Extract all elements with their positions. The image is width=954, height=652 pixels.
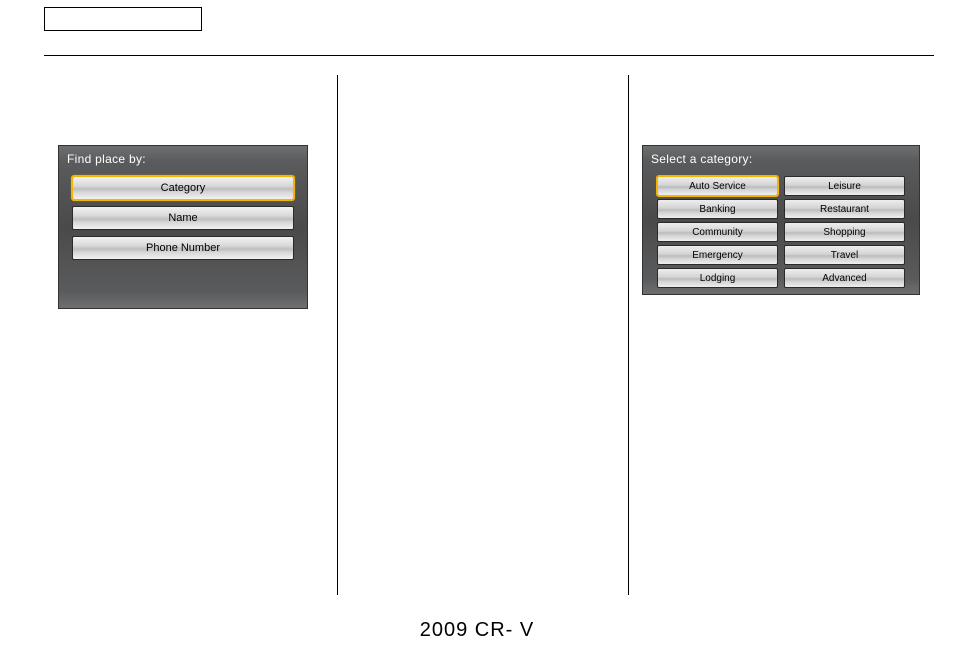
column-1: Find place by: Category Name Phone Numbe… (44, 75, 336, 595)
category-travel[interactable]: Travel (784, 245, 905, 265)
category-shopping[interactable]: Shopping (784, 222, 905, 242)
column-2 (336, 75, 628, 595)
category-auto-service[interactable]: Auto Service (657, 176, 778, 196)
category-grid: Auto Service Leisure Banking Restaurant … (643, 176, 919, 298)
column-3: Select a category: Auto Service Leisure … (628, 75, 934, 595)
select-category-screen: Select a category: Auto Service Leisure … (642, 145, 920, 295)
category-emergency[interactable]: Emergency (657, 245, 778, 265)
category-community[interactable]: Community (657, 222, 778, 242)
find-by-category-button[interactable]: Category (72, 176, 294, 200)
category-advanced[interactable]: Advanced (784, 268, 905, 288)
footer-text: 2009 CR- V (0, 619, 954, 642)
select-category-title: Select a category: (643, 146, 919, 176)
header-box (44, 7, 202, 31)
category-restaurant[interactable]: Restaurant (784, 199, 905, 219)
find-place-screen: Find place by: Category Name Phone Numbe… (58, 145, 308, 309)
find-place-title: Find place by: (59, 146, 307, 176)
category-banking[interactable]: Banking (657, 199, 778, 219)
category-leisure[interactable]: Leisure (784, 176, 905, 196)
category-lodging[interactable]: Lodging (657, 268, 778, 288)
find-by-name-button[interactable]: Name (72, 206, 294, 230)
horizontal-rule (44, 55, 934, 56)
content-columns: Find place by: Category Name Phone Numbe… (44, 75, 934, 595)
find-by-phone-button[interactable]: Phone Number (72, 236, 294, 260)
